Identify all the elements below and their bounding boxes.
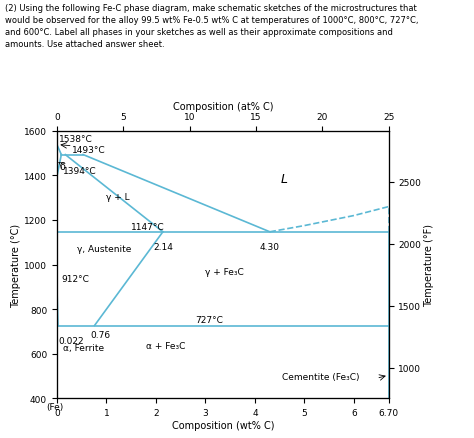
Text: 727°C: 727°C: [196, 316, 223, 325]
Text: γ + Fe₃C: γ + Fe₃C: [205, 267, 244, 276]
Text: 1394°C: 1394°C: [63, 167, 96, 176]
Text: 2.14: 2.14: [153, 243, 173, 252]
Text: 0.76: 0.76: [91, 331, 111, 339]
X-axis label: Composition (wt% C): Composition (wt% C): [172, 420, 274, 430]
Text: (2) Using the following Fe-C phase diagram, make schematic sketches of the micro: (2) Using the following Fe-C phase diagr…: [5, 4, 418, 49]
X-axis label: Composition (at% C): Composition (at% C): [173, 102, 273, 112]
Text: α, Ferrite: α, Ferrite: [63, 343, 104, 352]
Text: γ, Austenite: γ, Austenite: [77, 245, 131, 254]
Text: δ: δ: [59, 162, 65, 172]
Text: 912°C: 912°C: [62, 274, 90, 283]
Text: γ + L: γ + L: [106, 192, 130, 201]
Text: 1147°C: 1147°C: [131, 222, 165, 231]
Text: Cementite (Fe₃C): Cementite (Fe₃C): [282, 372, 360, 381]
Text: 1493°C: 1493°C: [72, 145, 105, 154]
Text: 1538°C: 1538°C: [59, 135, 92, 144]
Text: 4.30: 4.30: [260, 243, 280, 252]
Text: 0.022: 0.022: [59, 336, 84, 345]
Text: (Fe): (Fe): [46, 402, 63, 411]
Y-axis label: Temperature (°F): Temperature (°F): [424, 223, 434, 307]
Text: α + Fe₃C: α + Fe₃C: [146, 341, 185, 350]
Text: $L$: $L$: [280, 173, 288, 186]
Y-axis label: Temperature (°C): Temperature (°C): [11, 223, 21, 307]
